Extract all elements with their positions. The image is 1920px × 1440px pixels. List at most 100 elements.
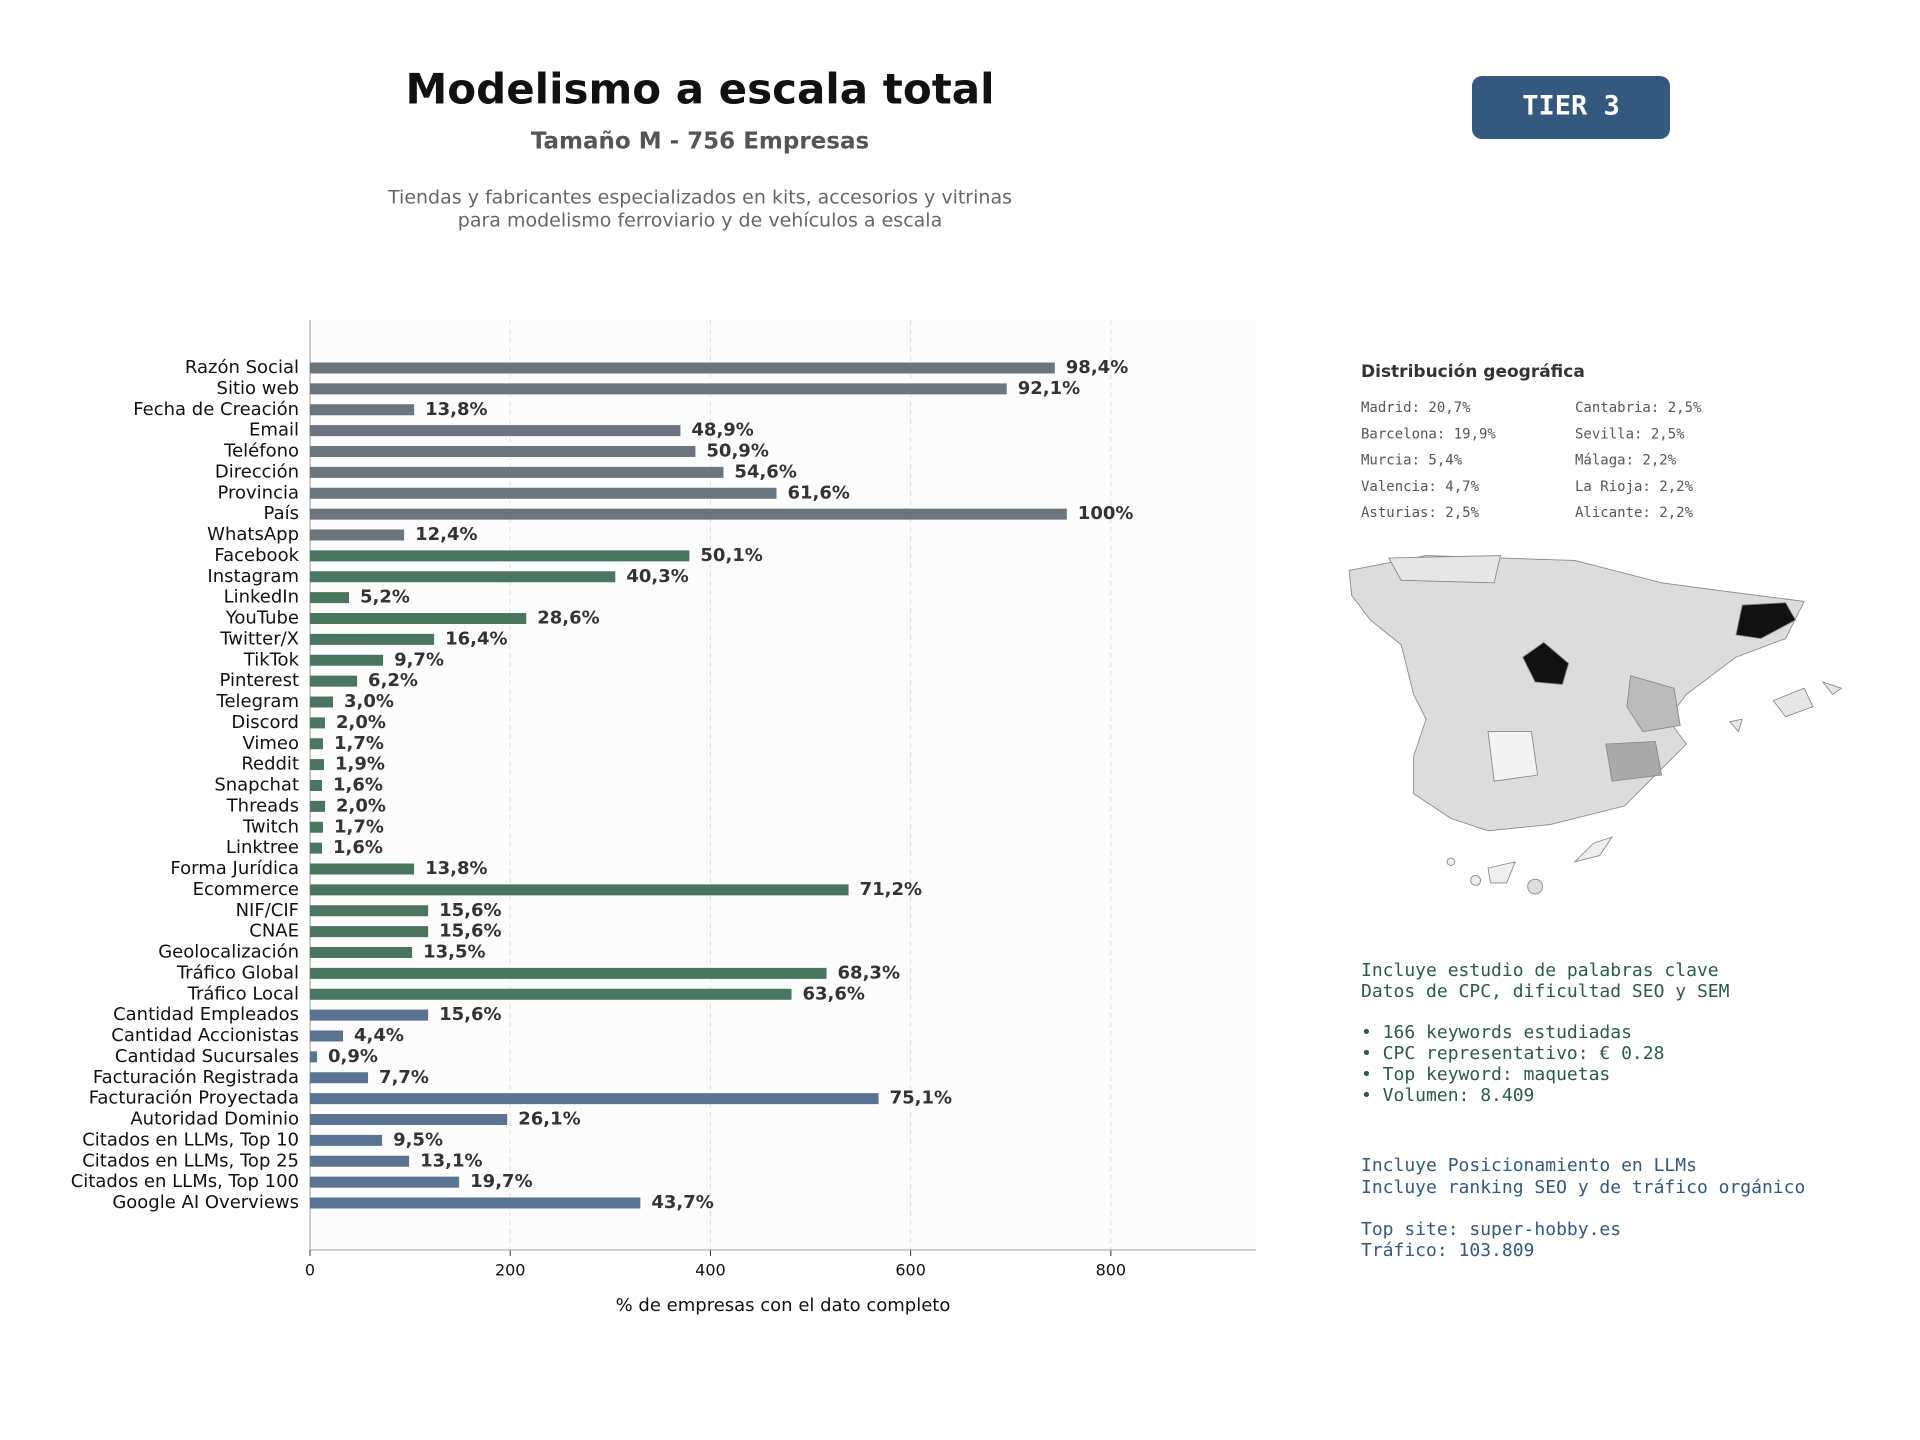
map-region (1388, 555, 1501, 584)
bar (310, 967, 827, 979)
x-tick-label: 400 (695, 1261, 726, 1280)
y-tick-label: Citados en LLMs, Top 10 (82, 1129, 299, 1150)
bar (310, 404, 415, 416)
geo-item: Madrid: 20,7% (1361, 400, 1471, 416)
seo-note: Incluye estudio de palabras clave (1361, 960, 1719, 981)
geo-item: Málaga: 2,2% (1575, 453, 1677, 469)
map-barcelona (1735, 602, 1797, 640)
value-label: 19,7% (470, 1171, 532, 1192)
value-label: 75,1% (890, 1088, 952, 1109)
bar (310, 1051, 318, 1063)
value-label: 15,6% (439, 921, 501, 942)
map-baleares (1728, 718, 1743, 733)
x-tick-label: 0 (305, 1261, 315, 1280)
value-label: 13,8% (425, 858, 487, 879)
bar (310, 800, 326, 812)
bar (310, 633, 435, 645)
value-label: 1,6% (333, 837, 383, 858)
y-tick-label: WhatsApp (207, 524, 299, 545)
value-label: 48,9% (691, 420, 753, 441)
bar (310, 1176, 460, 1188)
bar (310, 1134, 383, 1146)
bar (310, 487, 777, 499)
value-label: 4,4% (354, 1025, 404, 1046)
y-tick-label: Teléfono (223, 441, 299, 462)
value-label: 28,6% (537, 608, 599, 629)
value-label: 43,7% (651, 1192, 713, 1213)
y-tick-label: Instagram (207, 566, 299, 587)
value-label: 2,0% (336, 712, 386, 733)
value-label: 50,9% (706, 441, 768, 462)
geo-item: Valencia: 4,7% (1361, 479, 1480, 495)
y-tick-label: Cantidad Sucursales (115, 1046, 299, 1067)
bar (310, 613, 527, 624)
value-label: 12,4% (415, 524, 477, 545)
map-spain (1348, 555, 1805, 832)
bar (310, 425, 681, 437)
y-tick-label: Vimeo (242, 733, 299, 754)
value-label: 98,4% (1066, 357, 1128, 378)
y-tick-label: TikTok (243, 649, 300, 670)
seo-note: Datos de CPC, dificultad SEO y SEM (1361, 981, 1730, 1002)
y-tick-label: Provincia (217, 482, 299, 503)
bar (310, 446, 696, 457)
y-tick-label: NIF/CIF (236, 900, 299, 921)
y-tick-label: Facturación Registrada (93, 1067, 299, 1088)
llm-note: Incluye ranking SEO y de tráfico orgánic… (1361, 1177, 1805, 1198)
value-label: 61,6% (787, 482, 849, 503)
geo-item: Murcia: 5,4% (1361, 453, 1463, 469)
y-tick-label: Tráfico Global (176, 962, 299, 983)
x-tick-label: 200 (495, 1261, 526, 1280)
description: Tiendas y fabricantes especializados en … (387, 187, 1012, 209)
bar (310, 529, 405, 541)
y-tick-label: Twitter/X (219, 628, 299, 649)
llm-note: Incluye Posicionamiento en LLMs (1361, 1155, 1697, 1176)
y-tick-label: Snapchat (214, 775, 299, 796)
y-tick-label: Citados en LLMs, Top 100 (71, 1171, 299, 1192)
y-tick-label: Google AI Overviews (112, 1192, 299, 1213)
y-tick-label: Fecha de Creación (133, 399, 299, 420)
bar (310, 466, 724, 478)
value-label: 15,6% (439, 1004, 501, 1025)
bar (310, 821, 324, 833)
value-label: 50,1% (700, 545, 762, 566)
value-label: 9,5% (393, 1129, 443, 1150)
subtitle: Tamaño M - 756 Empresas (531, 129, 869, 155)
value-label: 68,3% (838, 962, 900, 983)
x-tick-label: 600 (895, 1261, 926, 1280)
map-canarias (1470, 875, 1481, 886)
value-label: 15,6% (439, 900, 501, 921)
bar (310, 1197, 641, 1209)
y-tick-label: Twitch (242, 816, 299, 837)
value-label: 1,7% (334, 816, 384, 837)
value-label: 2,0% (336, 795, 386, 816)
y-tick-label: Linktree (226, 837, 299, 858)
y-tick-label: Email (249, 420, 299, 441)
bar (310, 571, 616, 583)
llm-note: Top site: super-hobby.es (1361, 1219, 1621, 1240)
bar (310, 988, 792, 1000)
geo-item: La Rioja: 2,2% (1575, 479, 1694, 495)
y-tick-label: Reddit (241, 754, 299, 775)
y-tick-label: Tráfico Local (187, 983, 299, 1004)
description: para modelismo ferroviario y de vehículo… (458, 210, 942, 232)
y-tick-label: Forma Jurídica (170, 858, 299, 879)
badge-text: TIER 3 (1522, 91, 1620, 122)
bar (310, 654, 384, 666)
y-tick-label: País (264, 503, 299, 524)
bar (310, 1072, 369, 1084)
bar (310, 780, 323, 791)
y-tick-label: Razón Social (185, 357, 299, 378)
value-label: 9,7% (394, 649, 444, 670)
y-tick-label: Sitio web (217, 378, 299, 399)
geo-item: Sevilla: 2,5% (1575, 426, 1685, 442)
value-label: 1,9% (335, 754, 385, 775)
bar (310, 383, 1007, 395)
map-region (1487, 731, 1539, 782)
value-label: 7,7% (379, 1067, 429, 1088)
bar (310, 717, 326, 729)
y-tick-label: LinkedIn (224, 587, 299, 608)
y-tick-label: Geolocalización (158, 942, 299, 963)
geo-item: Barcelona: 19,9% (1361, 426, 1496, 442)
value-label: 71,2% (860, 879, 922, 900)
